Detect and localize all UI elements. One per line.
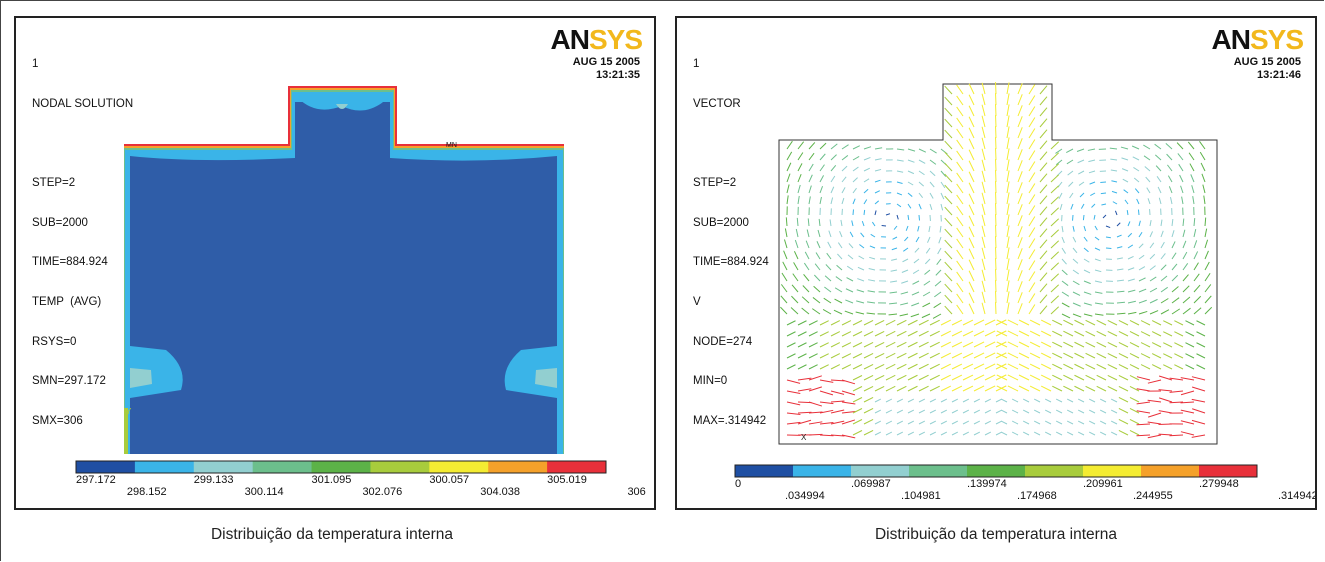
legend-swatch — [1199, 465, 1258, 477]
legend-swatch — [547, 461, 606, 473]
legend-label-bottom: .034994 — [785, 490, 825, 502]
legend-swatch — [1141, 465, 1200, 477]
legend-swatch — [194, 461, 253, 473]
legend-swatch — [1083, 465, 1142, 477]
legend-label-bottom: 298.152 — [127, 486, 167, 498]
legend-swatch — [735, 465, 794, 477]
legend-label-bottom: .314942 — [1278, 490, 1315, 502]
legend-label-bottom: .244955 — [1133, 490, 1173, 502]
left-caption: Distribuição da temperatura interna — [211, 526, 453, 544]
legend-swatch — [135, 461, 194, 473]
legend-label-top: 297.172 — [76, 474, 116, 486]
left-panel-nodal-solution: 1 NODAL SOLUTION STEP=2 SUB=2000 TIME=88… — [14, 16, 656, 510]
legend-label-top: .069987 — [851, 478, 891, 490]
right-panel-vector: 1 VECTOR STEP=2 SUB=2000 TIME=884.924 V … — [675, 16, 1317, 510]
legend-label-bottom: .104981 — [901, 490, 941, 502]
legend-label-bottom: .174968 — [1017, 490, 1057, 502]
legend-swatch — [253, 461, 312, 473]
right-caption: Distribuição da temperatura interna — [875, 526, 1117, 544]
legend-label-top: .209961 — [1083, 478, 1123, 490]
legend-swatch — [312, 461, 371, 473]
legend-swatch — [1025, 465, 1084, 477]
legend-label-bottom: 302.076 — [362, 486, 402, 498]
legend-label-bottom: 306 — [627, 486, 645, 498]
legend-swatch — [909, 465, 968, 477]
legend-label-top: 305.019 — [547, 474, 587, 486]
legend-label-top: .139974 — [967, 478, 1007, 490]
legend-label-top: 301.095 — [312, 474, 352, 486]
legend-label-bottom: 304.038 — [480, 486, 520, 498]
legend-swatch — [851, 465, 910, 477]
right-legend: 0 .069987 .139974 .209961 .279948 .034994 .104… — [677, 18, 1315, 508]
legend-label-top: 299.133 — [194, 474, 234, 486]
legend-label-bottom: 300.114 — [245, 486, 284, 498]
legend-swatch — [429, 461, 488, 473]
legend-swatch — [793, 465, 852, 477]
legend-swatch — [76, 461, 135, 473]
legend-label-top: .279948 — [1199, 478, 1239, 490]
legend-label-top: 0 — [735, 478, 741, 490]
legend-label-top: 300.057 — [429, 474, 469, 486]
legend-swatch — [370, 461, 429, 473]
left-legend: 297.172 299.133 301.095 300.057 305.019 298.1… — [16, 18, 654, 508]
legend-swatch — [967, 465, 1026, 477]
legend-swatch — [488, 461, 547, 473]
